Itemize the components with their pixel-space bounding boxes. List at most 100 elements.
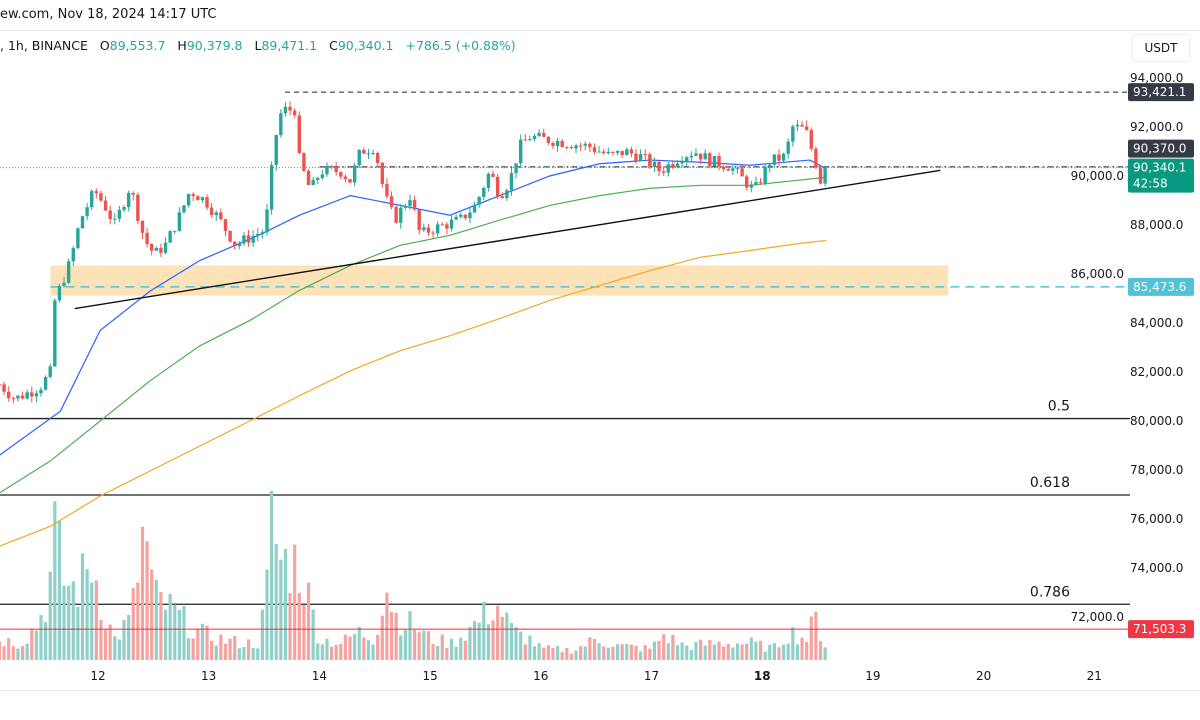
- candle-body: [34, 393, 39, 397]
- candle-body: [57, 285, 62, 301]
- volume-bar: [445, 648, 449, 660]
- volume-bar: [376, 634, 380, 660]
- candle-body: [740, 168, 744, 177]
- volume-bar: [223, 643, 228, 660]
- volume-bar: [173, 604, 177, 660]
- candle-body: [376, 152, 380, 164]
- volume-bar: [25, 643, 29, 660]
- volume-bar: [436, 645, 440, 660]
- candle-body: [103, 200, 108, 211]
- candle-body: [214, 212, 218, 216]
- candle-body: [399, 207, 403, 223]
- candle-body: [611, 151, 615, 153]
- volume-bar: [823, 647, 827, 660]
- price-tag: [1128, 158, 1194, 193]
- price-tick: 92,000.0: [1130, 120, 1183, 134]
- candle-body: [389, 196, 394, 207]
- volume-bar: [30, 628, 34, 660]
- candle-body: [708, 153, 712, 167]
- candle-body: [159, 247, 163, 253]
- volume-bar: [34, 630, 38, 660]
- low-value: 89,471.1: [261, 38, 318, 53]
- volume-bar: [182, 605, 186, 660]
- candle-body: [168, 231, 172, 243]
- volume-bar: [532, 646, 537, 660]
- volume-bar: [39, 615, 43, 660]
- candle-body: [518, 139, 523, 164]
- trendline: [74, 169, 941, 310]
- volume-bar: [620, 644, 624, 660]
- candle-body: [454, 216, 458, 220]
- candle-body: [94, 191, 99, 194]
- candle-body: [560, 140, 564, 148]
- price-tag-label: 90,370.0: [1133, 142, 1186, 156]
- volume-bar: [288, 593, 292, 660]
- candle-body: [182, 205, 186, 213]
- volume-bar: [108, 624, 112, 660]
- candle-body: [283, 106, 288, 114]
- low-label: L: [254, 38, 262, 53]
- price-tag-label: 71,503.3: [1133, 622, 1186, 636]
- volume-bar: [675, 645, 680, 660]
- high-value: 90,379.8: [186, 38, 243, 53]
- volume-bar: [251, 648, 255, 660]
- volume-bar: [140, 526, 145, 660]
- candle-body: [43, 376, 48, 390]
- volume-bar: [210, 640, 214, 660]
- volume-bar: [168, 594, 172, 660]
- candle-body: [394, 206, 398, 223]
- candle-body: [149, 244, 154, 251]
- volume-bar: [777, 647, 781, 660]
- candle-body: [16, 395, 20, 399]
- price-tag: [1128, 277, 1194, 296]
- candle-body: [357, 149, 361, 166]
- candle-body: [749, 184, 754, 188]
- volume-bar: [800, 637, 804, 660]
- volume-bar: [523, 644, 527, 660]
- volume-bar: [726, 643, 730, 660]
- volume-bar: [694, 641, 698, 660]
- candle-body: [417, 209, 421, 231]
- candle-body: [449, 219, 454, 229]
- candle-body: [717, 156, 721, 167]
- volume-bar: [320, 644, 324, 660]
- price-tag: [1128, 139, 1194, 158]
- volume-bar: [717, 641, 721, 660]
- volume-bar: [735, 643, 740, 660]
- candle-body: [108, 210, 112, 220]
- volume-bar: [154, 579, 158, 660]
- volume-bar: [117, 639, 122, 660]
- candle-body: [500, 196, 504, 199]
- volume-bar: [689, 650, 693, 660]
- volume-bar: [542, 647, 546, 660]
- candle-body: [791, 126, 795, 142]
- volume-bar: [7, 638, 11, 660]
- candle-body: [583, 143, 587, 146]
- candle-body: [11, 398, 16, 400]
- open-value: 89,553.7: [109, 38, 166, 53]
- candle-body: [542, 132, 546, 137]
- candle-body: [523, 139, 528, 141]
- candle-body: [219, 212, 223, 220]
- candle-body: [809, 130, 813, 149]
- price-tag: [1128, 620, 1194, 639]
- volume-bar: [814, 611, 818, 660]
- candle-body: [274, 135, 278, 166]
- volume-bar: [722, 646, 726, 660]
- candle-body: [237, 243, 242, 247]
- volume-bar: [634, 645, 638, 660]
- time-axis-divider: [0, 690, 1200, 691]
- volume-bar: [597, 643, 601, 660]
- candle-body: [758, 182, 763, 184]
- candle-body: [818, 167, 823, 184]
- candle-body: [76, 228, 80, 249]
- currency-selector[interactable]: USDT: [1132, 34, 1190, 62]
- candle-body: [680, 161, 684, 164]
- candle-body: [136, 194, 140, 221]
- candle-body: [459, 214, 463, 217]
- volume-bar: [749, 637, 753, 660]
- candle-body: [20, 395, 25, 399]
- candle-body: [186, 194, 191, 206]
- candle-body: [546, 136, 551, 143]
